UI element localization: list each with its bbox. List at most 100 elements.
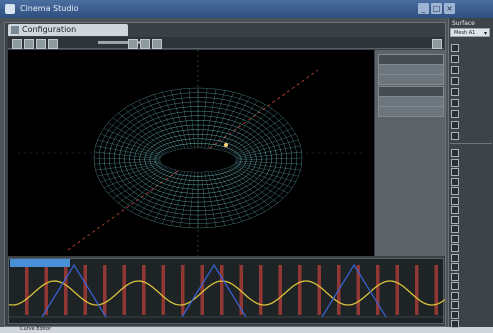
panel-options-icon[interactable] — [432, 39, 442, 49]
sidebar-item[interactable] — [451, 242, 491, 252]
pivot-point[interactable] — [224, 143, 228, 147]
sidebar-item[interactable] — [451, 86, 491, 96]
sidebar-item[interactable] — [451, 233, 491, 243]
keyframe-marker[interactable] — [83, 265, 88, 315]
sidebar-item[interactable] — [451, 64, 491, 74]
3d-viewport[interactable] — [8, 50, 374, 256]
sidebar-item[interactable] — [451, 75, 491, 85]
checkbox[interactable] — [451, 234, 459, 243]
curve-editor-tab[interactable] — [10, 259, 70, 267]
checkbox[interactable] — [451, 99, 459, 107]
keyframe-marker[interactable] — [356, 265, 361, 315]
checkbox[interactable] — [451, 187, 459, 195]
keyframe-marker[interactable] — [161, 265, 166, 315]
sidebar-item[interactable] — [451, 97, 491, 107]
frame-forward-icon[interactable] — [152, 39, 162, 49]
checkbox[interactable] — [451, 291, 459, 300]
checkbox[interactable] — [451, 168, 459, 176]
checkbox[interactable] — [451, 253, 459, 262]
sidebar-item[interactable] — [451, 318, 491, 328]
keyframe-marker[interactable] — [298, 265, 302, 315]
checkbox[interactable] — [451, 310, 459, 319]
sidebar-item[interactable] — [451, 271, 491, 281]
keyframe-marker[interactable] — [376, 265, 380, 315]
checkbox[interactable] — [451, 55, 459, 63]
checkbox[interactable] — [451, 282, 459, 290]
keyframe-marker[interactable] — [25, 265, 29, 315]
checkbox[interactable] — [451, 77, 459, 85]
sidebar-item[interactable] — [451, 204, 491, 214]
yellow-curve[interactable] — [8, 280, 446, 306]
checkbox[interactable] — [451, 177, 459, 186]
sidebar-item[interactable] — [451, 185, 491, 195]
checkbox[interactable] — [451, 196, 459, 205]
checkbox[interactable] — [451, 244, 459, 252]
sidebar-item[interactable] — [451, 309, 491, 319]
keyframe-marker[interactable] — [200, 265, 205, 315]
sidebar-item[interactable] — [451, 147, 491, 157]
sidebar-select[interactable]: Mesh A1 ▾ — [450, 28, 490, 37]
keyframe-marker[interactable] — [239, 265, 244, 315]
checkbox[interactable] — [451, 301, 459, 309]
sidebar-item[interactable] — [451, 130, 491, 140]
sidebar-item[interactable] — [451, 299, 491, 309]
keyframe-marker[interactable] — [259, 265, 263, 315]
checkbox[interactable] — [451, 225, 459, 233]
keyframe-marker[interactable] — [415, 265, 419, 315]
property-row[interactable] — [378, 106, 444, 117]
sidebar-item[interactable] — [451, 108, 491, 118]
rotate-tool-icon[interactable] — [24, 39, 34, 49]
keyframe-marker[interactable] — [64, 265, 68, 315]
sidebar-item[interactable] — [451, 53, 491, 63]
checkbox[interactable] — [451, 272, 459, 281]
checkbox[interactable] — [451, 110, 459, 118]
keyframe-marker[interactable] — [44, 265, 49, 315]
sidebar-item[interactable] — [451, 119, 491, 129]
keyframe-marker[interactable] — [122, 265, 127, 315]
sidebar-item[interactable] — [451, 195, 491, 205]
sidebar-item[interactable] — [451, 280, 491, 290]
zoom-slider[interactable] — [98, 41, 148, 44]
sidebar-item[interactable] — [451, 252, 491, 262]
checkbox[interactable] — [451, 149, 459, 157]
tab-configuration[interactable]: Configuration — [8, 24, 128, 36]
keyframe-marker[interactable] — [434, 265, 439, 315]
keyframe-marker[interactable] — [220, 265, 224, 315]
checkbox[interactable] — [451, 158, 459, 167]
sidebar-item[interactable] — [451, 176, 491, 186]
sidebar-item[interactable] — [451, 223, 491, 233]
torus-mesh[interactable] — [93, 87, 303, 229]
checkbox[interactable] — [451, 44, 459, 52]
checkbox[interactable] — [451, 88, 459, 96]
keyframe-marker[interactable] — [317, 265, 322, 315]
sidebar-item[interactable] — [451, 166, 491, 176]
curve-editor[interactable] — [8, 258, 446, 324]
checkbox[interactable] — [451, 215, 459, 224]
checkbox[interactable] — [451, 121, 459, 129]
keyframe-marker[interactable] — [278, 265, 283, 315]
play-icon[interactable] — [140, 39, 150, 49]
scale-tool-icon[interactable] — [36, 39, 46, 49]
checkbox[interactable] — [451, 206, 459, 214]
select-tool-icon[interactable] — [48, 39, 58, 49]
move-tool-icon[interactable] — [12, 39, 22, 49]
checkbox[interactable] — [451, 66, 459, 74]
sidebar-item[interactable] — [451, 290, 491, 300]
keyframe-marker[interactable] — [142, 265, 146, 315]
checkbox[interactable] — [451, 320, 459, 328]
frame-back-icon[interactable] — [128, 39, 138, 49]
sidebar-item[interactable] — [451, 261, 491, 271]
keyframe-marker[interactable] — [395, 265, 400, 315]
property-row[interactable] — [378, 74, 444, 85]
sidebar-item[interactable] — [451, 157, 491, 167]
close-button[interactable]: × — [444, 3, 455, 14]
sidebar-item[interactable] — [451, 214, 491, 224]
keyframe-marker[interactable] — [181, 265, 185, 315]
checkbox[interactable] — [451, 263, 459, 271]
checkbox[interactable] — [451, 132, 459, 140]
sidebar-item[interactable] — [451, 42, 491, 52]
keyframe-marker[interactable] — [103, 265, 107, 315]
minimize-button[interactable]: _ — [418, 3, 429, 14]
maximize-button[interactable]: □ — [431, 3, 442, 14]
blue-curve[interactable] — [41, 263, 387, 318]
